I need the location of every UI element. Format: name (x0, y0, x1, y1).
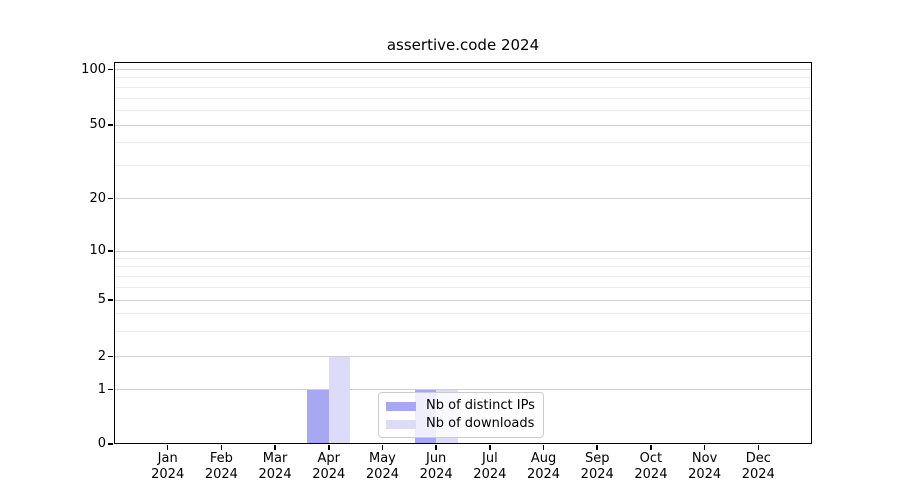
x-tick (381, 445, 384, 450)
bar-apr-downloads (328, 356, 351, 444)
x-tick-label: Dec 2024 (741, 451, 775, 482)
x-tick-label: Jun 2024 (419, 451, 453, 482)
x-tick (274, 445, 276, 450)
x-tick (757, 445, 760, 450)
x-tick (435, 445, 437, 450)
legend-swatch-downloads (386, 419, 416, 429)
gridline-minor (114, 257, 812, 259)
x-tick (220, 445, 223, 450)
y-tick (107, 124, 113, 126)
x-tick (596, 445, 598, 450)
plot-area: 0 1 2 5 10 20 50 100 Jan 2024 Feb 2024 Mar 2024 Apr… (81, 62, 812, 482)
gridline-minor (114, 109, 812, 111)
y-tick-label: 20 (89, 190, 106, 206)
legend-label-distinct-ips: Nb of distinct IPs (426, 398, 535, 413)
y-tick (107, 443, 113, 445)
gridline-minor (114, 86, 812, 88)
legend-item-distinct-ips: Nb of distinct IPs (386, 398, 536, 414)
chart-title: assertive.code 2024 (386, 36, 540, 54)
x-tick-label: Apr 2024 (312, 451, 346, 482)
y-tick (107, 299, 113, 301)
y-tick (107, 197, 113, 200)
x-tick (166, 445, 169, 450)
gridline-major (114, 124, 812, 126)
y-tick-label: 5 (97, 292, 106, 307)
x-tick-label: Feb 2024 (204, 451, 238, 482)
x-tick-label: Aug 2024 (526, 451, 561, 482)
gridline-major (114, 389, 812, 390)
x-tick-label: Oct 2024 (634, 451, 668, 482)
x-tick-label: Jul 2024 (473, 451, 507, 482)
y-tick (107, 388, 113, 391)
gridline-major (114, 250, 812, 252)
y-tick-label: 100 (81, 61, 106, 77)
y-tick-label: 1 (97, 381, 106, 397)
x-tick (650, 445, 652, 450)
gridline-major (114, 69, 812, 70)
y-tick-label: 10 (89, 243, 106, 258)
gridline-major (114, 299, 812, 301)
gridline-major (114, 198, 812, 199)
x-tick-label: May 2024 (365, 451, 399, 482)
x-tick-label: Mar 2024 (258, 451, 292, 482)
gridline-minor (114, 330, 812, 332)
y-tick (107, 68, 113, 71)
y-tick-label: 0 (97, 436, 106, 451)
legend-label-downloads: Nb of downloads (426, 416, 535, 431)
x-tick-label: Sep 2024 (580, 451, 614, 482)
legend-item-downloads: Nb of downloads (386, 416, 536, 432)
gridline-minor (114, 286, 812, 288)
y-tick-label: 50 (89, 117, 106, 132)
gridline-minor (114, 97, 812, 99)
x-tick (489, 445, 491, 450)
gridline-minor (114, 142, 812, 144)
gridline-minor (114, 313, 812, 315)
gridline-minor (114, 77, 812, 79)
x-tick (703, 445, 706, 450)
legend: Nb of distinct IPs Nb of downloads (378, 392, 544, 438)
y-tick-label: 2 (97, 348, 106, 364)
x-tick (328, 445, 330, 450)
x-tick (542, 445, 545, 450)
legend-swatch-distinct-ips (386, 401, 416, 411)
y-tick (107, 355, 113, 358)
bar-apr-distinct-ips (307, 389, 329, 444)
gridline-minor (114, 275, 812, 277)
y-tick (107, 250, 113, 252)
gridline-minor (114, 165, 812, 167)
gridline-major (114, 356, 812, 357)
x-tick-label: Nov 2024 (688, 451, 722, 482)
gridline-minor (114, 266, 812, 268)
x-tick-label: Jan 2024 (151, 451, 185, 482)
